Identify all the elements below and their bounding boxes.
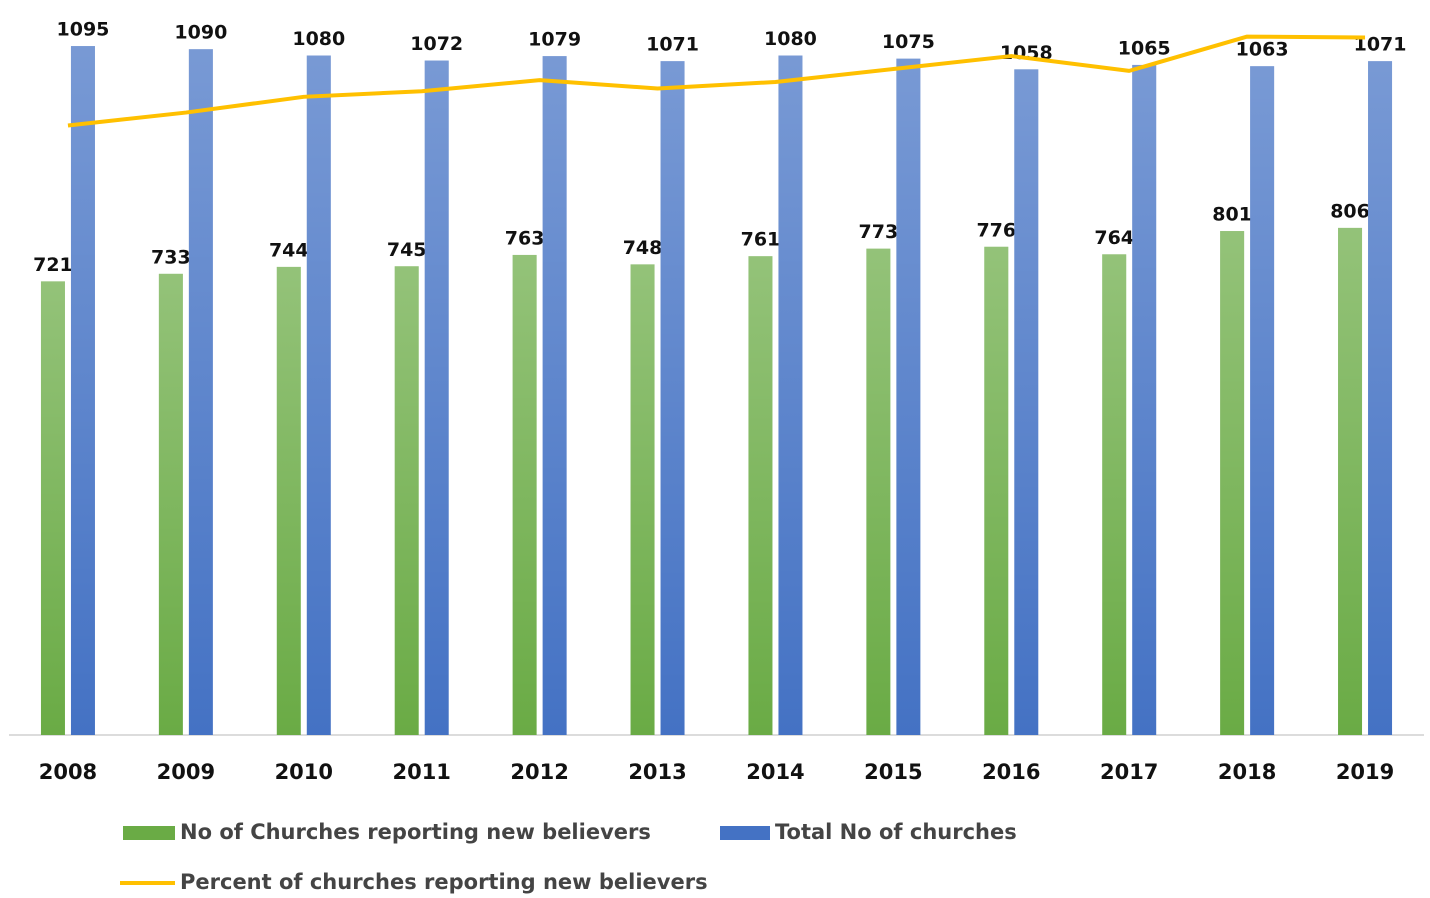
x-tick-label: 2016 [982, 760, 1040, 784]
bar-shine [896, 58, 921, 736]
bar-shine [1102, 254, 1127, 736]
x-tick-label: 2015 [864, 760, 922, 784]
line [67, 34, 1366, 128]
bar-shine [748, 256, 773, 735]
value-label: 733 [151, 246, 191, 268]
bar-shine [866, 248, 891, 735]
legend-label: Total No of churches [775, 820, 1017, 844]
bar-shine [1220, 231, 1245, 735]
value-label: 1072 [410, 33, 463, 55]
value-label: 763 [505, 227, 545, 249]
bar-shine [70, 46, 95, 735]
bar-shine [158, 273, 183, 735]
x-tick-label: 2010 [275, 760, 333, 784]
x-tick-label: 2012 [510, 760, 568, 784]
value-label: 1071 [646, 34, 699, 56]
bar-shine [630, 264, 655, 735]
value-label: 1065 [1118, 37, 1171, 59]
value-label: 776 [976, 219, 1016, 241]
x-tick-label: 2011 [392, 760, 450, 784]
bar-shine [1368, 61, 1393, 736]
x-tick-label: 2019 [1336, 760, 1394, 784]
bar-shine [306, 55, 331, 735]
value-label: 1075 [882, 31, 935, 53]
bar-shine [1250, 66, 1275, 736]
bar-shine [1014, 69, 1039, 735]
bar-shine [394, 266, 419, 735]
x-tick-label: 2013 [628, 760, 686, 784]
value-label: 764 [1094, 227, 1134, 249]
value-label: 801 [1212, 204, 1252, 226]
value-label: 744 [269, 239, 309, 261]
x-tick-label: 2009 [157, 760, 215, 784]
legend-label: Percent of churches reporting new believ… [180, 870, 708, 894]
value-label: 773 [859, 221, 899, 243]
value-label: 1079 [528, 29, 581, 51]
x-tick-label: 2018 [1218, 760, 1276, 784]
bar-shine [1338, 227, 1363, 735]
x-tick-label: 2014 [746, 760, 804, 784]
bar-shine [512, 254, 537, 735]
value-label: 806 [1330, 200, 1370, 222]
value-label: 1063 [1236, 39, 1289, 61]
value-label: 1080 [292, 28, 345, 50]
legend-swatch [123, 826, 175, 840]
bar-shine [40, 281, 65, 735]
bar-shine [188, 49, 213, 736]
value-label: 1090 [174, 22, 227, 44]
value-label: 748 [623, 237, 663, 259]
x-tick-label: 2008 [39, 760, 97, 784]
legend-label: No of Churches reporting new believers [180, 820, 651, 844]
value-label: 1080 [764, 28, 817, 50]
value-label: 1071 [1354, 34, 1407, 56]
bar-shine [424, 60, 449, 736]
bar-shine [778, 55, 803, 735]
legend-swatch [720, 826, 770, 840]
value-label: 1095 [57, 19, 110, 41]
value-label: 761 [741, 229, 781, 251]
bar-shine [660, 61, 685, 736]
value-label: 721 [33, 254, 73, 276]
bar-shine [276, 266, 301, 735]
x-tick-label: 2017 [1100, 760, 1158, 784]
bar-shine [984, 246, 1009, 735]
bar-shine [542, 56, 567, 736]
value-label: 745 [387, 239, 427, 261]
bar-shine [1132, 64, 1157, 735]
